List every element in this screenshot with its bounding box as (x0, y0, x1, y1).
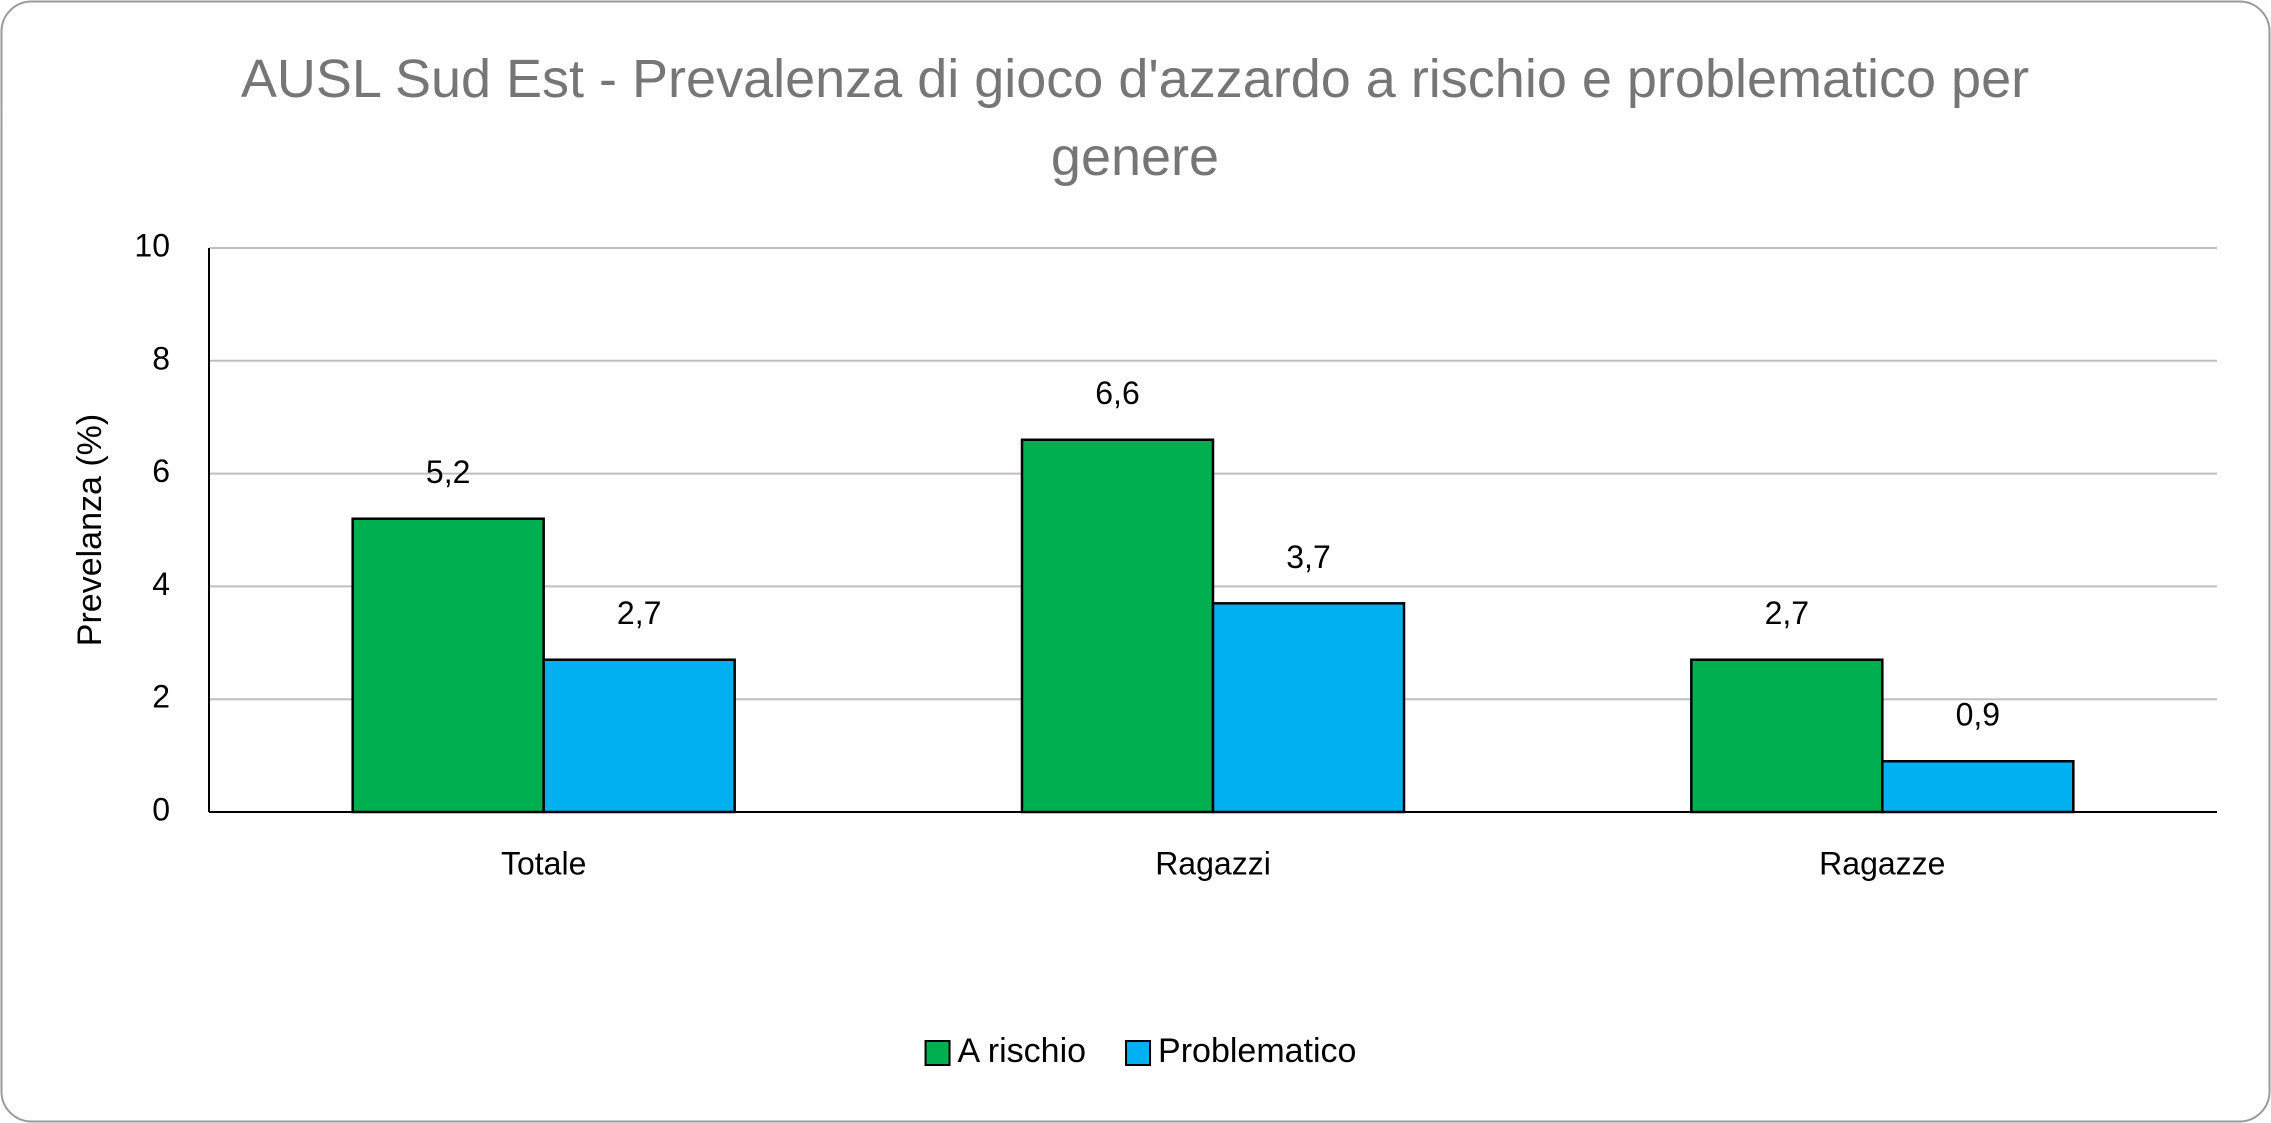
x-tick-label: Ragazze (1819, 845, 1945, 881)
bar (351, 517, 545, 814)
legend-swatch (924, 1040, 951, 1066)
y-tick-label: 8 (152, 340, 170, 376)
y-tick-label: 6 (152, 453, 170, 489)
y-tick-label: 10 (134, 227, 170, 263)
bar (1881, 759, 2075, 814)
y-axis-title: Prevelanza (%) (71, 414, 109, 646)
legend-label: A rischio (958, 1032, 1087, 1070)
bar (1690, 658, 1884, 814)
legend-swatch (1125, 1040, 1152, 1066)
y-tick-label: 4 (152, 566, 170, 602)
data-label: 0,9 (1956, 697, 2000, 733)
data-label: 3,7 (1286, 539, 1330, 575)
data-label: 2,7 (617, 595, 661, 631)
x-tick-label: Ragazzi (1155, 845, 1271, 881)
data-label: 5,2 (426, 454, 470, 490)
data-label: 2,7 (1765, 595, 1809, 631)
data-label: 6,6 (1095, 375, 1139, 411)
chart-title: AUSL Sud Est - Prevalenza di gioco d'azz… (240, 49, 2030, 187)
y-tick-label: 2 (152, 679, 170, 715)
y-tick-label: 0 (152, 791, 170, 827)
x-tick-label: Totale (501, 845, 586, 881)
bar (542, 658, 736, 814)
bar (1211, 602, 1406, 814)
legend-label: Problematico (1158, 1032, 1356, 1070)
bar (1020, 438, 1215, 814)
